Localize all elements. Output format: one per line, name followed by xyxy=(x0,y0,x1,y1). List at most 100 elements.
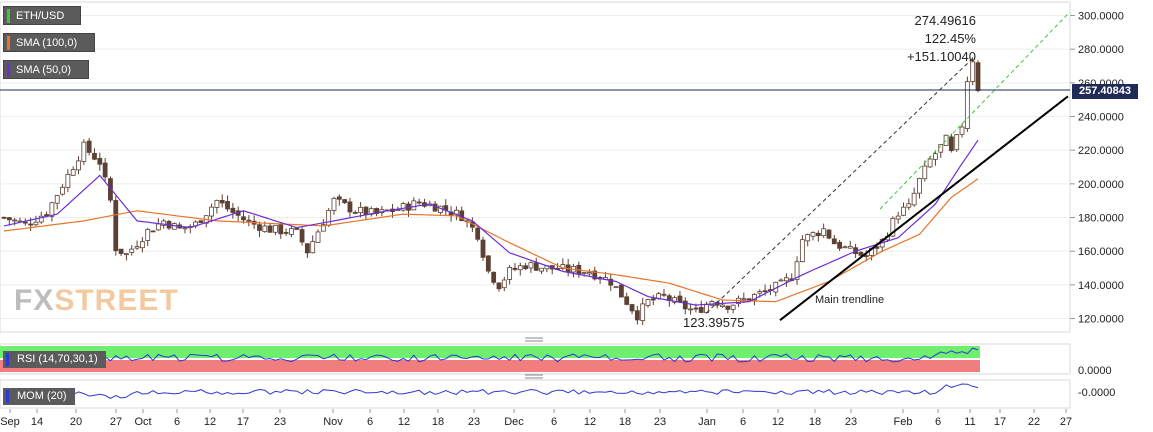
candle-body xyxy=(608,278,614,286)
candle-body xyxy=(831,238,837,245)
candle-body xyxy=(491,271,497,283)
candle-body xyxy=(618,284,624,298)
x-tick-label: 6 xyxy=(367,416,373,428)
mom-swatch xyxy=(6,390,9,403)
candles xyxy=(1,57,981,326)
candle-body xyxy=(634,310,640,321)
candle-body xyxy=(810,232,816,237)
candle-body xyxy=(374,208,379,214)
x-tick-label: Sep xyxy=(0,416,20,428)
candle-body xyxy=(315,231,321,243)
candle-body xyxy=(124,253,129,256)
candle-body xyxy=(821,228,827,237)
legend-sma50[interactable]: SMA (50,0) xyxy=(3,60,89,79)
candle-body xyxy=(12,219,18,222)
candle-body xyxy=(533,262,539,271)
candle-body xyxy=(587,272,592,275)
measure-line xyxy=(706,58,974,314)
candle-body xyxy=(906,203,912,208)
y-tick-label: 180.0000 xyxy=(1078,213,1124,225)
candle-body xyxy=(975,62,981,91)
candle-body xyxy=(6,217,12,221)
candle-body xyxy=(539,267,544,272)
x-tick-label: 12 xyxy=(584,416,596,428)
candle-body xyxy=(310,241,316,254)
candle-body xyxy=(241,216,246,221)
mom-tick: -0.0000 xyxy=(1078,387,1115,399)
legend-ticker-label: ETH/USD xyxy=(16,10,65,22)
candle-body xyxy=(762,290,768,293)
x-tick-label: 17 xyxy=(237,416,249,428)
candle-body xyxy=(267,225,273,233)
candle-body xyxy=(964,81,970,129)
candle-body xyxy=(289,228,294,235)
candle-body xyxy=(943,134,949,146)
x-tick-label: Feb xyxy=(894,416,913,428)
annotation-percent: 122.45% xyxy=(925,31,977,46)
candle-body xyxy=(805,234,811,242)
x-tick-label: 27 xyxy=(110,416,122,428)
candle-body xyxy=(677,295,683,303)
x-tick-label: 14 xyxy=(31,416,43,428)
candle-body xyxy=(214,199,220,208)
pane-divider-handle-2[interactable] xyxy=(525,374,543,379)
candle-body xyxy=(507,267,513,280)
x-tick-label: 27 xyxy=(1060,416,1072,428)
candle-body xyxy=(304,243,310,254)
candle-body xyxy=(826,229,832,239)
candle-body xyxy=(139,241,145,249)
moving-averages xyxy=(3,139,979,306)
candle-body xyxy=(33,221,39,226)
mom-label[interactable]: MOM (20) xyxy=(3,388,75,405)
legend-sma100[interactable]: SMA (100,0) xyxy=(3,33,95,52)
candle-body xyxy=(613,286,619,289)
grid xyxy=(0,14,1070,320)
candle-body xyxy=(70,169,76,176)
candle-body xyxy=(209,206,214,217)
candle-body xyxy=(640,303,646,321)
y-tick-label: 120.0000 xyxy=(1078,314,1124,326)
legend-ticker[interactable]: ETH/USD xyxy=(3,6,81,25)
main-trendline xyxy=(779,95,1069,322)
candle-body xyxy=(118,248,124,254)
candle-body xyxy=(81,141,87,162)
candle-body xyxy=(523,265,528,270)
candle-body xyxy=(182,227,188,230)
candle-body xyxy=(92,152,97,160)
x-tick-label: 23 xyxy=(845,416,857,428)
candle-body xyxy=(922,165,928,180)
candle-body xyxy=(416,201,422,204)
candle-body xyxy=(698,307,704,313)
y-tick-label: 240.0000 xyxy=(1078,111,1124,123)
candle-body xyxy=(592,270,598,280)
candle-body xyxy=(22,221,28,224)
candle-body xyxy=(901,206,906,216)
candle-body xyxy=(347,201,353,213)
candle-body xyxy=(757,291,763,294)
x-tick-label: 23 xyxy=(468,416,480,428)
x-tick-label: 22 xyxy=(1028,416,1040,428)
candle-body xyxy=(933,153,938,160)
candle-body xyxy=(358,206,364,214)
candle-body xyxy=(496,282,502,290)
candle-body xyxy=(113,200,119,252)
candle-body xyxy=(320,224,326,232)
trendline-label: Main trendline xyxy=(815,294,884,306)
rsi-swatch xyxy=(6,353,9,366)
y-tick-label: 220.0000 xyxy=(1078,145,1124,157)
candle-body xyxy=(432,203,438,212)
rsi-label[interactable]: RSI (14,70,30,1) xyxy=(3,351,106,368)
candle-body xyxy=(134,246,140,249)
candle-body xyxy=(778,279,784,282)
pane-divider-handle[interactable] xyxy=(525,337,543,342)
candle-body xyxy=(44,214,49,217)
x-tick-label: Dec xyxy=(504,416,524,428)
candle-body xyxy=(847,246,853,249)
candle-body xyxy=(485,255,491,272)
candle-body xyxy=(352,212,358,214)
candle-body xyxy=(815,232,821,237)
candle-body xyxy=(730,304,736,310)
candle-body xyxy=(661,293,667,296)
candle-body xyxy=(411,200,417,211)
